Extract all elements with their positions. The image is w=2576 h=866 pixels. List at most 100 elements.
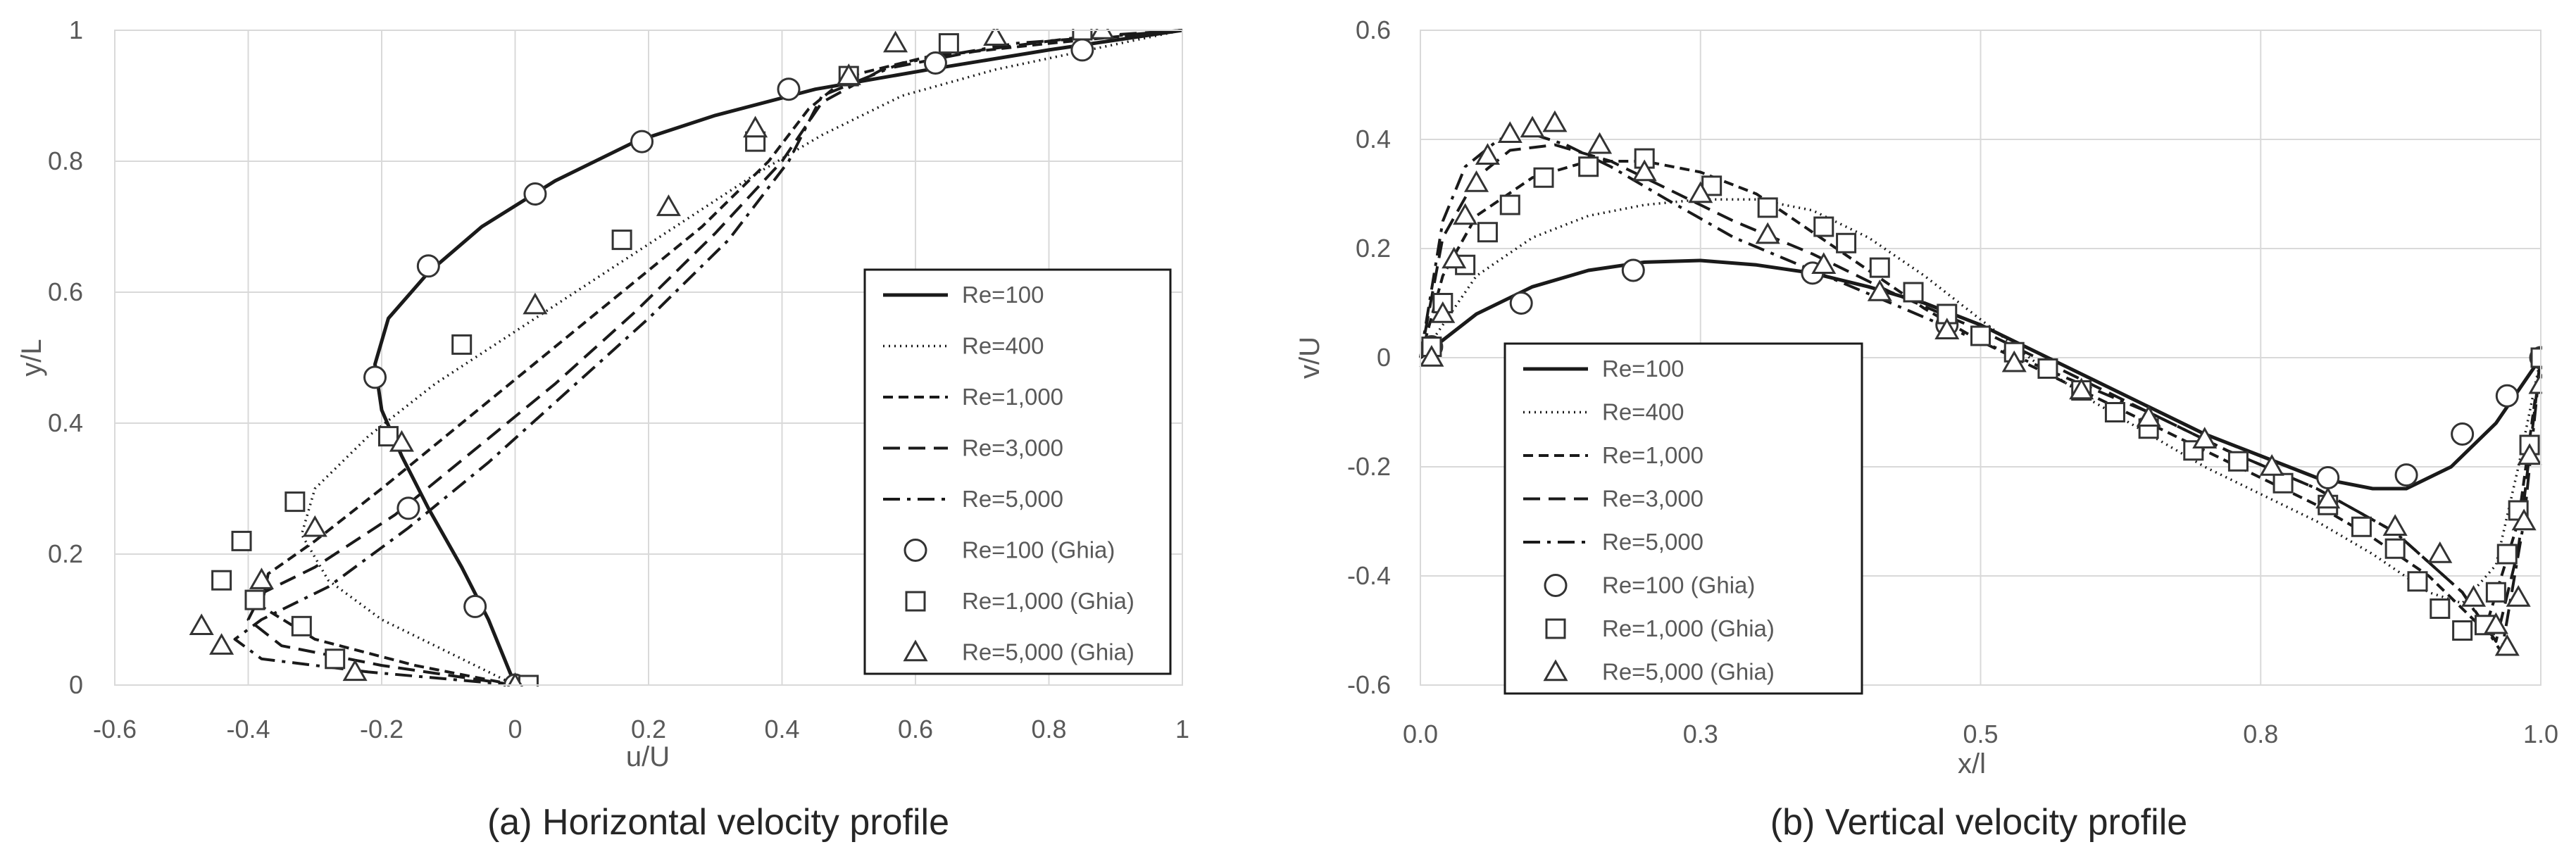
series-line-re-100 xyxy=(1419,258,2542,491)
data-point-re-1-000-ghia xyxy=(1533,167,1554,188)
x-tick-label: 1 xyxy=(1175,715,1189,743)
data-point-re-5-000-ghia xyxy=(2511,508,2537,531)
data-point-re-5-000-ghia xyxy=(1587,132,1613,154)
legend-label-re-100: Re=100 xyxy=(1602,356,1684,382)
x-tick-label: -0.4 xyxy=(226,715,270,743)
data-point-re-1-000-ghia xyxy=(211,570,232,591)
data-point-re-5-000-ghia xyxy=(1475,143,1500,165)
x-tick-label: 0.3 xyxy=(1683,720,1718,748)
data-point-re-100-ghia xyxy=(463,594,487,618)
y-tick-label: 0 xyxy=(69,670,83,699)
data-point-re-1-000-ghia xyxy=(377,426,399,447)
data-point-re-5-000-ghia xyxy=(983,29,1008,46)
data-point-re-5-000-ghia xyxy=(189,613,214,636)
x-tick-label: -0.6 xyxy=(93,715,137,743)
data-point-re-5-000-ghia xyxy=(1542,110,1568,132)
data-point-re-5-000-ghia xyxy=(2506,585,2531,607)
data-point-re-5-000-ghia xyxy=(2136,405,2161,427)
legend-label-re-400: Re=400 xyxy=(1602,399,1684,425)
data-point-re-5-000-ghia xyxy=(1867,280,1892,301)
legend-label-re-3-000: Re=3,000 xyxy=(1602,486,1703,512)
legend-swatch-re-100-ghia xyxy=(904,539,927,562)
data-point-re-1-000-ghia xyxy=(1477,222,1498,243)
x-tick-label: 0.0 xyxy=(1403,720,1438,748)
data-point-re-5-000-ghia xyxy=(1497,121,1523,143)
data-point-re-5-000-ghia xyxy=(2494,634,2520,656)
data-point-re-1-000-ghia xyxy=(1757,197,1778,218)
data-point-re-100-ghia xyxy=(777,77,801,101)
data-point-re-5-000-ghia xyxy=(302,515,327,537)
legend-label-re-100-ghia: Re=100 (Ghia) xyxy=(962,537,1115,563)
data-point-re-5-000-ghia xyxy=(249,567,274,589)
data-point-re-5-000-ghia xyxy=(2382,514,2408,536)
data-point-re-5-000-ghia xyxy=(2001,350,2027,372)
data-point-re-5-000-ghia xyxy=(1934,318,1960,339)
data-point-re-100-ghia xyxy=(363,365,387,389)
legend-label-re-1-000: Re=1,000 xyxy=(962,384,1063,410)
y-tick-label: -0.4 xyxy=(1347,561,1391,590)
series-line-re-3-000 xyxy=(246,29,1183,686)
data-point-re-1-000-ghia xyxy=(2037,358,2058,379)
data-point-re-100-ghia xyxy=(1509,291,1533,315)
x-tick-label: 0 xyxy=(508,715,522,743)
panel-horizontal-velocity: -0.6 -0.4 -0.2 0 0.2 0.4 0.6 0.8 1 0 0.2 0.4 0.6 0.8 1… xyxy=(16,15,1189,843)
data-point-re-5-000-ghia xyxy=(836,63,861,85)
legend-label-re-1-000-ghia: Re=1,000 (Ghia) xyxy=(1602,615,1775,641)
data-point-re-5-000-ghia xyxy=(2259,454,2284,476)
data-point-re-5-000-ghia xyxy=(2461,585,2487,607)
data-point-re-1-000-ghia xyxy=(2104,402,2125,422)
x-axis-label: u/U xyxy=(626,741,670,772)
figure-caption: (b) Vertical velocity profile xyxy=(1770,802,2187,843)
data-point-re-5-000-ghia xyxy=(1632,159,1657,182)
legend-swatch-re-5-000-ghia xyxy=(903,639,928,662)
legend-label-re-1-000-ghia: Re=1,000 (Ghia) xyxy=(962,588,1134,614)
data-point-re-5-000-ghia xyxy=(1811,252,1837,274)
legend-swatch-re-1-000-ghia xyxy=(905,591,926,612)
data-point-re-100-ghia xyxy=(2394,463,2418,487)
legend-label-re-5-000: Re=5,000 xyxy=(962,486,1063,512)
x-tick-label: 0.5 xyxy=(1963,720,1998,748)
data-point-re-1-000-ghia xyxy=(938,33,959,54)
series-line-re-400 xyxy=(1419,198,2542,605)
y-tick-label: 0.6 xyxy=(48,277,83,306)
data-point-re-5-000-ghia xyxy=(1442,246,1467,269)
data-point-re-5-000-ghia xyxy=(743,115,768,138)
y-tick-label: 0.4 xyxy=(1356,125,1391,153)
x-tick-label: -0.2 xyxy=(360,715,404,743)
data-point-re-5-000-ghia xyxy=(1419,345,1444,367)
legend-label-re-1-000: Re=1,000 xyxy=(1602,442,1703,468)
legend-swatch-re-100-ghia xyxy=(1544,574,1568,597)
legend-label-re-5-000-ghia: Re=5,000 (Ghia) xyxy=(1602,659,1775,685)
data-point-re-5-000-ghia xyxy=(1453,203,1478,225)
data-point-re-1-000-ghia xyxy=(2227,451,2249,472)
y-tick-label: -0.2 xyxy=(1347,452,1391,481)
data-point-re-1-000-ghia xyxy=(1578,156,1599,177)
legend-label-re-5-000-ghia: Re=5,000 (Ghia) xyxy=(962,639,1134,665)
data-point-re-1-000-ghia xyxy=(451,334,473,355)
data-point-re-1-000-ghia xyxy=(1499,194,1520,215)
data-point-re-5-000-ghia xyxy=(2517,443,2542,465)
y-axis-label: v/U xyxy=(1294,337,1325,379)
data-point-re-5-000-ghia xyxy=(389,429,414,452)
data-point-re-100-ghia xyxy=(396,496,420,520)
y-tick-label: 0.4 xyxy=(48,408,83,437)
data-point-re-1-000-ghia xyxy=(244,589,265,610)
data-point-re-100-ghia xyxy=(1621,258,1645,282)
panel-vertical-velocity: 0.0 0.3 0.5 0.8 1.0 -0.6 -0.4 -0.2 0 0.2 0.4 0.6 x/l… xyxy=(1294,15,2558,843)
y-tick-label: -0.6 xyxy=(1347,670,1391,699)
data-point-re-1-000-ghia xyxy=(2272,472,2294,494)
x-tick-label: 0.2 xyxy=(631,715,666,743)
series-line-re-400 xyxy=(300,29,1183,686)
data-point-re-1-000-ghia xyxy=(325,648,346,670)
data-point-re-5-000-ghia xyxy=(2192,427,2218,448)
data-point-re-1-000-ghia xyxy=(611,230,632,251)
data-point-re-100-ghia xyxy=(630,130,654,153)
x-tick-label: 0.8 xyxy=(1031,715,1066,743)
y-tick-label: 0.2 xyxy=(48,539,83,568)
data-point-re-5-000-ghia xyxy=(1089,29,1115,39)
data-point-re-5-000-ghia xyxy=(523,292,548,315)
data-point-re-5-000-ghia xyxy=(1520,115,1545,138)
data-point-re-100-ghia xyxy=(416,254,440,278)
x-tick-label: 0.6 xyxy=(898,715,933,743)
